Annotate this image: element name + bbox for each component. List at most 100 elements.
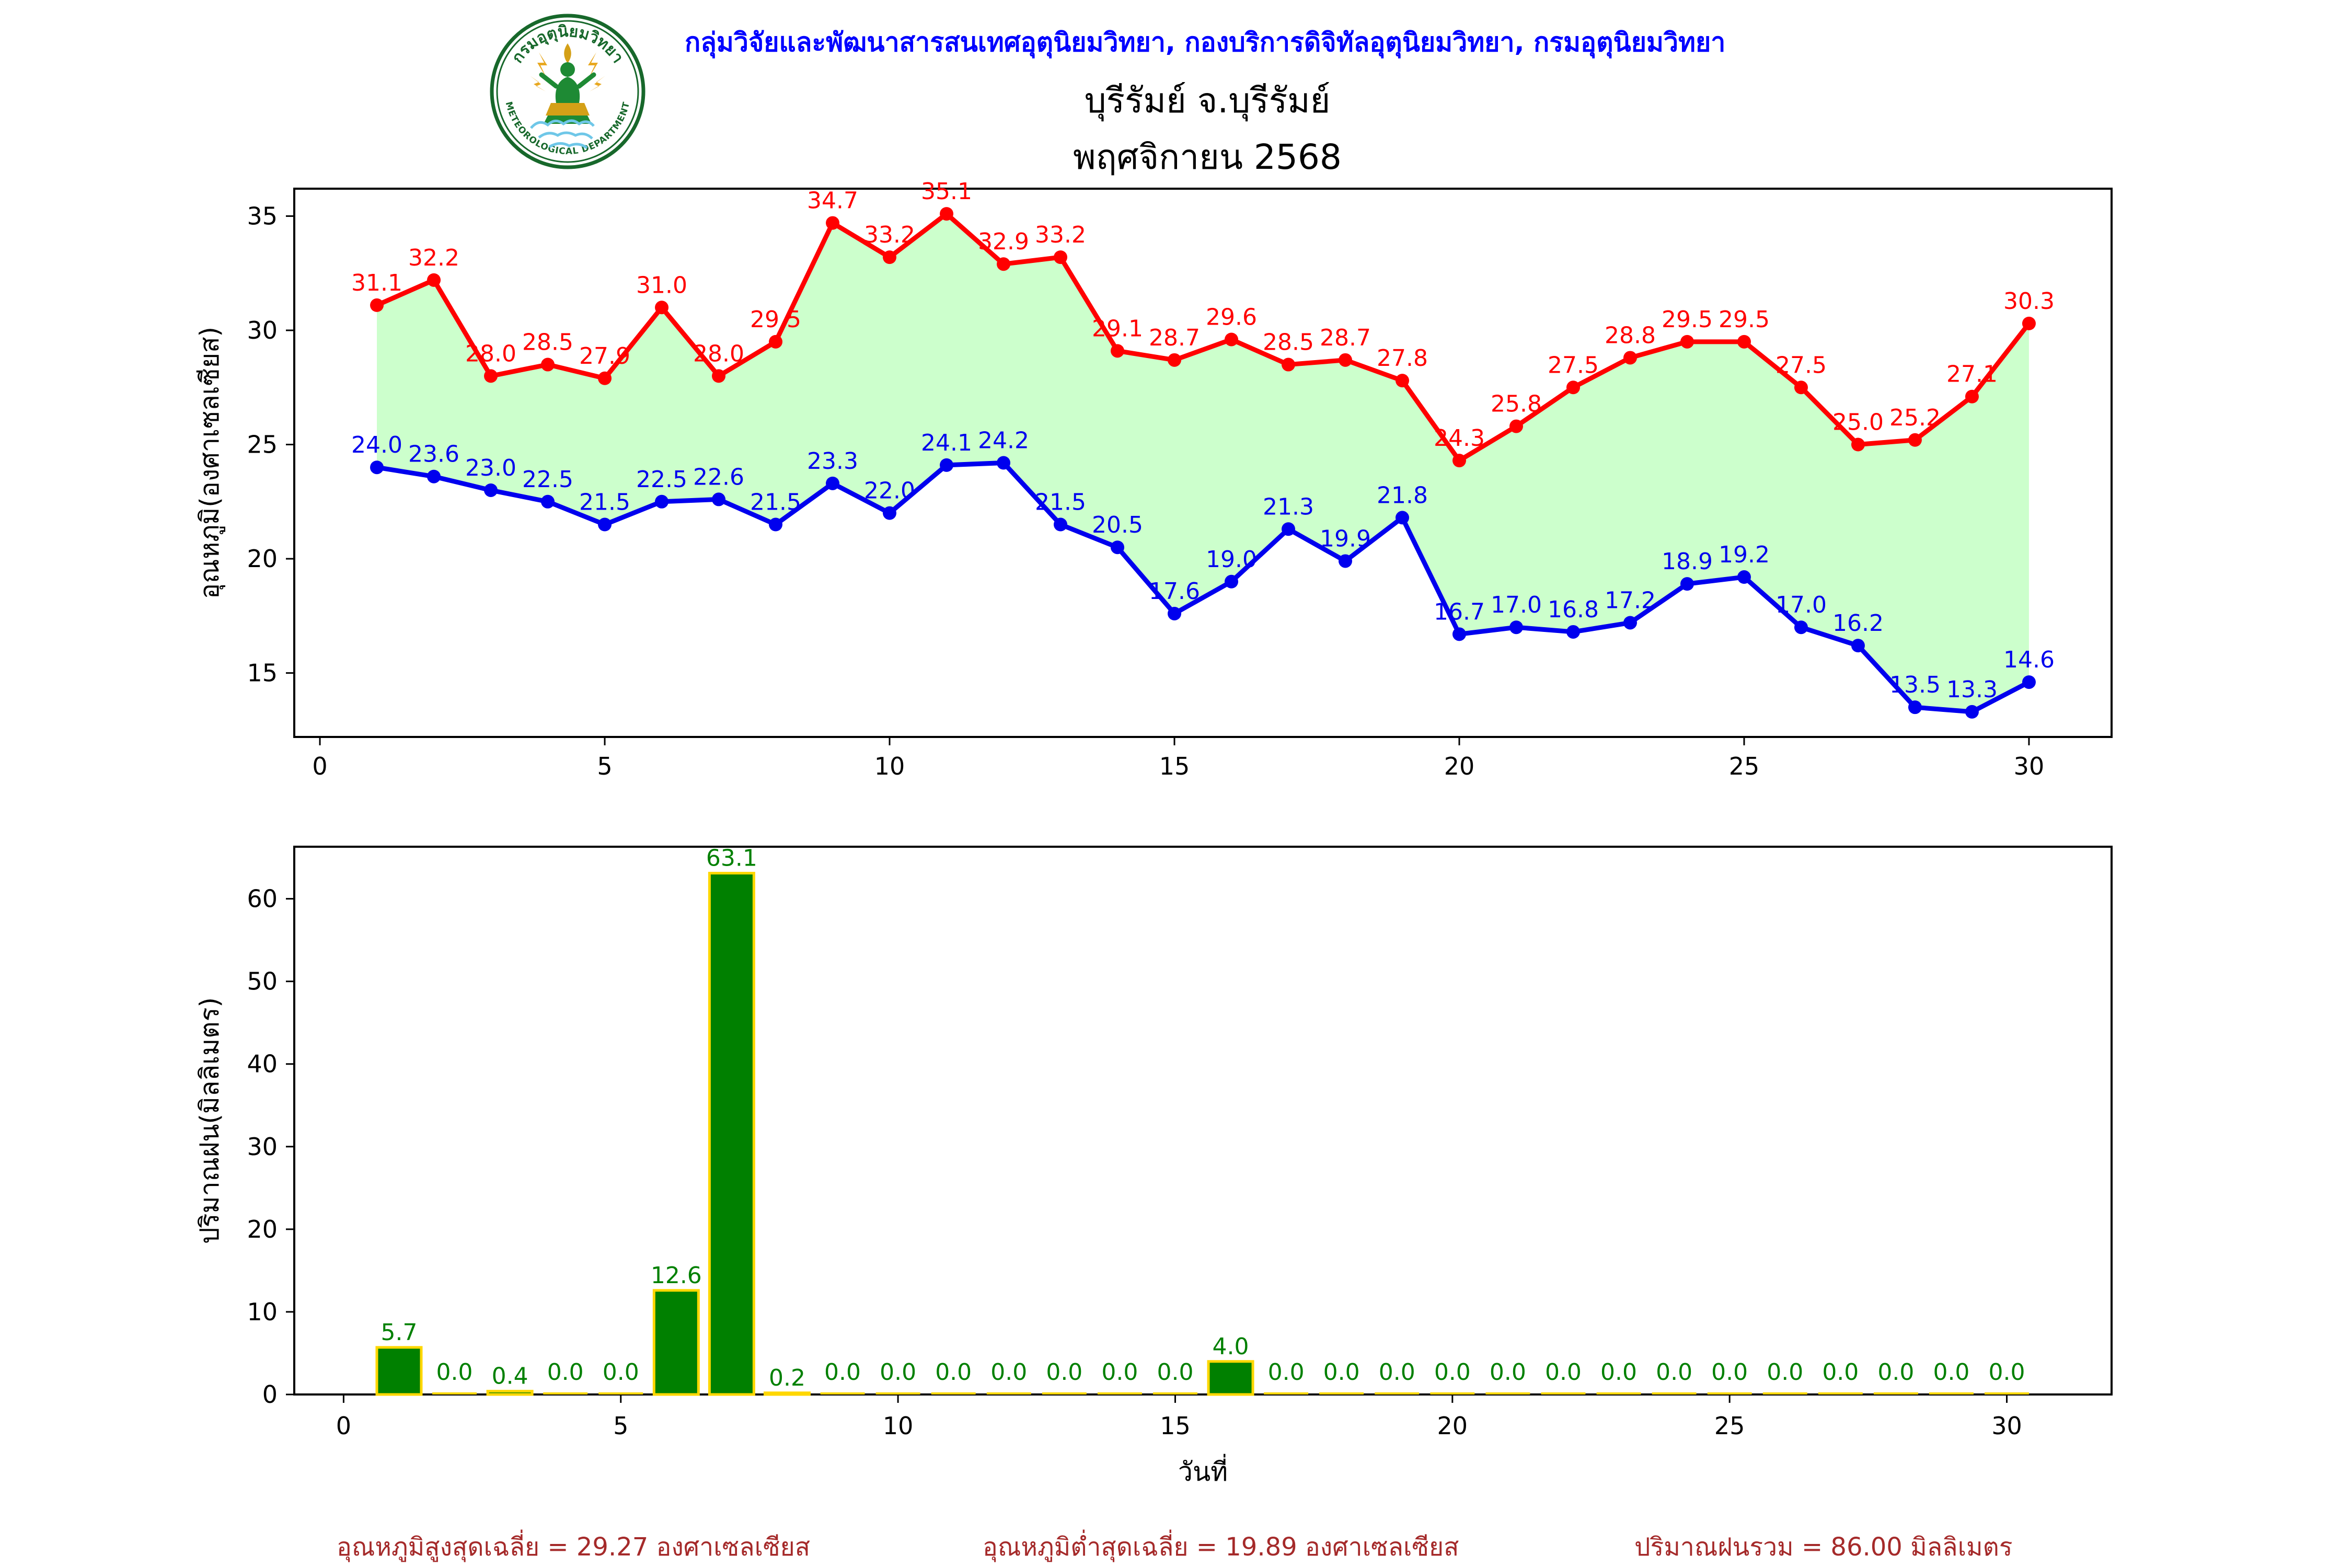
min-temp-point bbox=[1168, 606, 1182, 620]
max-temp-value-label: 27.5 bbox=[1775, 352, 1827, 378]
rain-y-axis-title: ปริมาณฝน(มิลลิเมตร) bbox=[194, 997, 225, 1244]
max-temp-value-label: 27.5 bbox=[1548, 352, 1599, 378]
min-temp-value-label: 21.5 bbox=[579, 489, 630, 516]
rain-bar bbox=[1207, 1360, 1254, 1396]
max-temp-value-label: 28.7 bbox=[1149, 325, 1200, 351]
temp-y-tick-label: 20 bbox=[247, 545, 278, 573]
rain-bar-zero bbox=[820, 1392, 865, 1394]
rain-bar-value-label: 0.0 bbox=[824, 1359, 861, 1386]
rain-bar-zero bbox=[598, 1392, 643, 1394]
max-temp-value-label: 28.0 bbox=[693, 340, 744, 367]
rain-x-tick-label: 25 bbox=[1714, 1412, 1745, 1440]
rain-bar-value-label: 0.0 bbox=[436, 1359, 473, 1386]
max-temp-value-label: 29.5 bbox=[1662, 306, 1713, 333]
max-temp-point bbox=[598, 371, 612, 385]
min-temp-value-label: 21.5 bbox=[750, 489, 801, 516]
max-temp-value-label: 28.5 bbox=[522, 329, 573, 356]
rain-bar-zero bbox=[1541, 1392, 1586, 1394]
min-temp-point bbox=[484, 483, 498, 497]
min-temp-value-label: 23.3 bbox=[807, 448, 858, 475]
temp-y-tick-label: 25 bbox=[247, 431, 278, 459]
min-temp-line bbox=[376, 460, 2031, 714]
rain-bar bbox=[486, 1390, 534, 1396]
min-temp-value-label: 22.5 bbox=[636, 466, 687, 493]
min-temp-point bbox=[655, 494, 669, 509]
min-temp-value-label: 17.0 bbox=[1491, 592, 1542, 618]
min-temp-point bbox=[1281, 522, 1295, 536]
max-temp-value-label: 32.2 bbox=[408, 245, 459, 271]
rain-y-tick-label: 0 bbox=[262, 1380, 278, 1409]
max-temp-value-label: 27.8 bbox=[1377, 345, 1428, 372]
rain-bar bbox=[763, 1391, 811, 1396]
rain-bar-zero bbox=[931, 1392, 976, 1394]
avg-min-temp-stat: อุณหภูมิต่ำสุดเฉลี่ย = 19.89 องศาเซลเซีย… bbox=[983, 1532, 1459, 1562]
rain-bar-zero bbox=[1264, 1392, 1309, 1394]
max-temp-value-label: 28.5 bbox=[1263, 329, 1314, 356]
rain-bar-value-label: 4.0 bbox=[1213, 1333, 1249, 1360]
max-temp-point bbox=[712, 369, 726, 383]
min-temp-value-label: 18.9 bbox=[1662, 548, 1713, 575]
max-temp-value-label: 29.6 bbox=[1206, 304, 1257, 330]
rain-bar-value-label: 0.2 bbox=[769, 1365, 805, 1391]
rain-y-tick-label: 60 bbox=[247, 885, 278, 913]
rain-bar-value-label: 0.0 bbox=[1989, 1359, 2025, 1386]
logo-clouds-icon bbox=[530, 119, 595, 149]
min-temp-value-label: 22.6 bbox=[693, 464, 744, 490]
max-temp-point bbox=[883, 250, 897, 264]
min-temp-value-label: 16.7 bbox=[1434, 598, 1485, 625]
max-temp-point bbox=[2022, 316, 2036, 330]
rain-bar-value-label: 0.0 bbox=[603, 1359, 639, 1386]
max-temp-point bbox=[1395, 374, 1409, 388]
min-temp-value-label: 17.6 bbox=[1149, 578, 1200, 605]
rain-y-tick-label: 40 bbox=[247, 1050, 278, 1078]
min-temp-value-label: 24.0 bbox=[351, 432, 402, 458]
rain-y-tick-label: 20 bbox=[247, 1215, 278, 1243]
min-temp-value-label: 19.2 bbox=[1719, 541, 1770, 568]
max-temp-point bbox=[484, 369, 498, 383]
min-temp-point bbox=[1452, 627, 1466, 641]
max-temp-value-label: 27.9 bbox=[579, 343, 630, 370]
rain-bar-zero bbox=[543, 1392, 588, 1394]
rain-bar-value-label: 0.0 bbox=[1545, 1359, 1582, 1386]
min-temp-value-label: 21.5 bbox=[1035, 489, 1086, 516]
rain-bar bbox=[708, 872, 755, 1396]
rain-x-axis-title: วันที่ bbox=[1178, 1454, 1228, 1487]
temp-y-axis-title: อุณหภูมิ(องศาเซลเซียส) bbox=[194, 327, 225, 599]
min-temp-point bbox=[1794, 620, 1808, 635]
max-temp-value-label: 28.0 bbox=[465, 340, 516, 367]
rain-x-tick-label: 20 bbox=[1437, 1412, 1468, 1440]
min-temp-point bbox=[1680, 577, 1694, 591]
max-temp-point bbox=[1794, 381, 1808, 395]
temp-fill-area bbox=[377, 214, 2029, 712]
max-temp-point bbox=[1965, 389, 1979, 403]
min-temp-point bbox=[1737, 570, 1751, 584]
min-temp-point bbox=[1509, 620, 1523, 635]
min-temp-point bbox=[712, 492, 726, 506]
max-temp-point bbox=[1623, 351, 1637, 365]
rain-bar-zero bbox=[875, 1392, 920, 1394]
rain-bar-value-label: 0.0 bbox=[1656, 1359, 1692, 1386]
max-temp-point bbox=[427, 273, 441, 287]
rain-bar-value-label: 5.7 bbox=[381, 1319, 417, 1346]
rain-bar-value-label: 0.0 bbox=[1046, 1359, 1082, 1386]
rain-bar-zero bbox=[1762, 1392, 1807, 1394]
temp-y-tick-label: 30 bbox=[247, 316, 278, 344]
rain-bar-zero bbox=[1152, 1392, 1197, 1394]
max-temp-point bbox=[1509, 419, 1523, 433]
rain-bar-value-label: 0.0 bbox=[547, 1359, 584, 1386]
max-temp-value-label: 25.0 bbox=[1832, 409, 1884, 436]
min-temp-point bbox=[541, 494, 555, 509]
min-temp-value-label: 21.3 bbox=[1263, 493, 1314, 520]
rain-bar-zero bbox=[1873, 1392, 1918, 1394]
temp-x-tick-label: 10 bbox=[874, 752, 905, 780]
rain-bar-value-label: 0.0 bbox=[1379, 1359, 1415, 1386]
min-temp-point bbox=[997, 456, 1011, 470]
max-temp-point bbox=[997, 257, 1011, 271]
min-temp-value-label: 22.5 bbox=[522, 466, 573, 493]
rain-y-tick-label: 10 bbox=[247, 1298, 278, 1326]
rain-bar-value-label: 63.1 bbox=[706, 845, 757, 872]
temp-axes-frame bbox=[293, 188, 2113, 738]
min-temp-point bbox=[1851, 639, 1865, 653]
max-temp-value-label: 31.0 bbox=[636, 272, 687, 298]
max-temp-value-label: 28.7 bbox=[1320, 325, 1371, 351]
